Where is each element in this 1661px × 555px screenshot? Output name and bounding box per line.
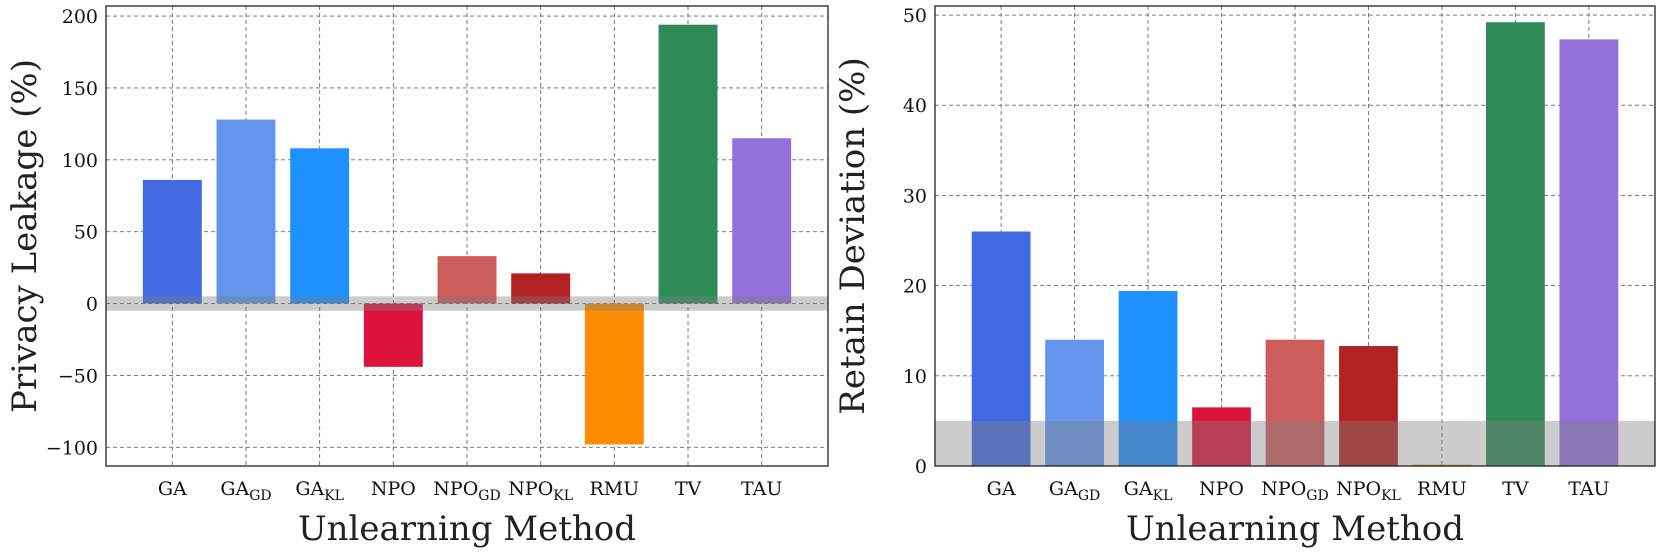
axes-frame	[934, 5, 1656, 467]
x-axis-title: Unlearning Method	[298, 509, 636, 549]
bar-gagd	[1045, 339, 1104, 466]
x-tick-label: TV	[675, 478, 702, 500]
y-tick-label: 20	[903, 276, 927, 298]
y-tick-label: −100	[46, 437, 98, 459]
bar-npo	[363, 303, 423, 367]
bar-npokl	[1339, 346, 1398, 466]
bar-npokl	[511, 273, 571, 304]
x-tick-label: NPO	[1199, 478, 1244, 500]
x-tick-label: TV	[1502, 478, 1529, 500]
y-tick-label: 0	[915, 456, 927, 478]
y-tick-label: −50	[58, 365, 98, 387]
bar-gakl	[290, 148, 350, 304]
bar-gagd	[216, 119, 276, 304]
bar-tau	[732, 138, 792, 304]
x-tick-label: GA	[987, 478, 1016, 500]
x-tick-label: GAKL	[1124, 478, 1173, 504]
bar-tv	[658, 24, 718, 304]
axes-frame	[105, 5, 829, 467]
shaded-band	[935, 420, 1655, 466]
x-tick-label: TAU	[1568, 478, 1609, 500]
x-tick-label: TAU	[741, 478, 782, 500]
bar-npogd	[1265, 339, 1325, 466]
y-tick-label: 200	[62, 6, 98, 28]
bar-rmu	[584, 303, 644, 445]
bar-ga	[971, 231, 1031, 466]
bar-tv	[1486, 22, 1545, 467]
y-tick-label: 100	[62, 150, 98, 172]
bar-tau	[1559, 39, 1619, 466]
x-tick-label: GA	[158, 478, 187, 500]
x-tick-label: RMU	[1417, 478, 1467, 500]
y-tick-label: 150	[62, 78, 98, 100]
retain-deviation-chart: 0 10 20 30 40 50 GA GAGD GAKL NPO NPOGD NPOKL RMU TV T…	[833, 5, 1656, 549]
privacy-leakage-chart: −100 −50 0 50 100 150 200 GA GAGD GAKL NPO NPOGD NPO…	[5, 5, 829, 549]
y-tick-label: 0	[86, 294, 98, 316]
x-tick-label: NPO	[371, 478, 416, 500]
x-tick-label: GAGD	[1049, 478, 1100, 504]
y-tick-label: 30	[903, 185, 927, 207]
shaded-band	[106, 296, 828, 311]
y-axis-title: Retain Deviation (%)	[833, 57, 873, 415]
bar-npogd	[437, 256, 497, 304]
x-tick-label: NPOGD	[433, 478, 500, 504]
y-tick-label: 10	[903, 366, 927, 388]
x-tick-label: NPOKL	[508, 478, 573, 504]
bar-rmu	[1412, 464, 1472, 466]
y-tick-label: 40	[903, 95, 927, 117]
x-tick-label: GAKL	[295, 478, 344, 504]
x-tick-label: RMU	[589, 478, 639, 500]
x-tick-label: NPOKL	[1336, 478, 1401, 504]
bar-npo	[1192, 407, 1251, 466]
y-axis-title: Privacy Leakage (%)	[5, 59, 45, 413]
x-tick-label: NPOGD	[1261, 478, 1328, 504]
bar-gakl	[1118, 291, 1178, 466]
x-tick-label: GAGD	[220, 478, 271, 504]
x-axis-title: Unlearning Method	[1126, 509, 1464, 549]
y-tick-label: 50	[74, 222, 98, 244]
bar-ga	[142, 179, 202, 304]
y-tick-label: 50	[903, 5, 927, 27]
